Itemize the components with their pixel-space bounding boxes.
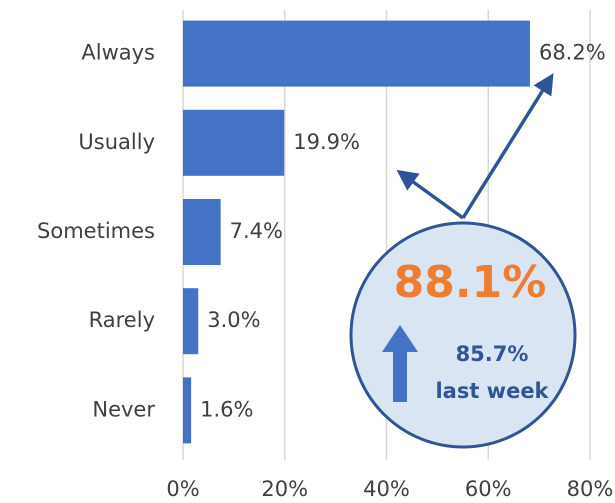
x-tick-label: 60% xyxy=(465,477,512,501)
current-value: 88.1% xyxy=(394,257,547,308)
y-tick-label: Rarely xyxy=(89,308,155,332)
y-tick-label: Usually xyxy=(78,130,155,154)
x-tick-label: 0% xyxy=(166,477,199,501)
value-label: 1.6% xyxy=(200,397,253,421)
bar xyxy=(183,288,199,355)
value-label: 19.9% xyxy=(293,130,360,154)
x-tick-label: 20% xyxy=(261,477,308,501)
callout: 88.1% 85.7% last week xyxy=(349,73,577,449)
arrow xyxy=(461,73,554,219)
value-label: 68.2% xyxy=(539,41,606,65)
bar xyxy=(183,20,530,87)
y-tick-label: Sometimes xyxy=(37,219,155,243)
bar xyxy=(183,109,285,176)
previous-value: 85.7% xyxy=(456,342,529,366)
bar xyxy=(183,199,221,265)
y-tick-label: Always xyxy=(81,41,155,65)
x-tick-label: 80% xyxy=(567,477,614,501)
previous-label: last week xyxy=(435,379,549,403)
x-tick-label: 40% xyxy=(363,477,410,501)
value-label: 3.0% xyxy=(207,308,260,332)
y-tick-label: Never xyxy=(92,397,155,421)
arrow xyxy=(396,169,465,220)
bar xyxy=(183,377,192,444)
value-label: 7.4% xyxy=(230,219,283,243)
up-arrow xyxy=(382,325,418,402)
